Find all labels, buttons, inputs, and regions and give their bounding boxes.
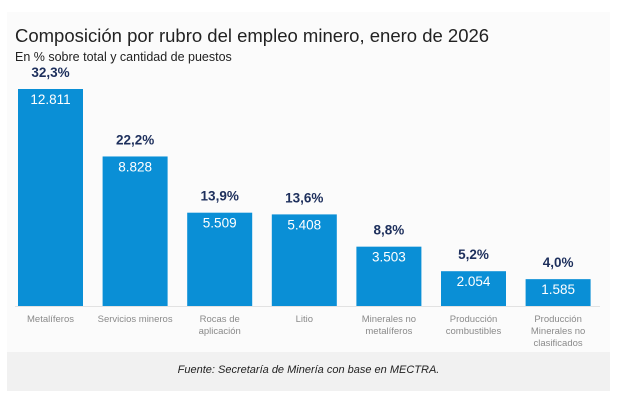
- x-tick-label: Rocas de aplicación: [199, 314, 241, 337]
- bar: [187, 212, 253, 306]
- bar-percent-label: 13,6%: [285, 190, 323, 205]
- bar-percent-label: 13,9%: [201, 189, 239, 204]
- x-tick-label: Producción combustibles: [446, 314, 502, 337]
- bar-value-label: 5.408: [287, 217, 321, 232]
- x-tick-label: Minerales no metalíferos: [362, 314, 416, 337]
- x-tick-label: Litio: [296, 314, 313, 325]
- bar-value-label: 12.811: [30, 92, 70, 107]
- bar-value-label: 8.828: [118, 159, 152, 174]
- source-footer: Fuente: Secretaría de Minería con base e…: [7, 352, 610, 391]
- bar-percent-label: 5,2%: [458, 247, 489, 262]
- bar-percent-label: 4,0%: [543, 255, 574, 270]
- bar: [271, 214, 337, 306]
- bar-percent-label: 8,8%: [374, 223, 405, 238]
- bar-value-label: 2.054: [457, 274, 491, 289]
- bar: [102, 156, 168, 306]
- bar-value-label: 3.503: [372, 250, 406, 265]
- bar: [18, 89, 83, 306]
- bar-percent-label: 32,3%: [31, 65, 69, 80]
- chart-subtitle: En % sobre total y cantidad de puestos: [15, 50, 232, 64]
- source-text: Fuente: Secretaría de Minería con base e…: [177, 364, 440, 376]
- chart-title: Composición por rubro del empleo minero,…: [15, 25, 490, 46]
- bar-percent-label: 22,2%: [116, 132, 154, 147]
- bar-value-label: 5.509: [203, 216, 237, 231]
- x-tick-label: Servicios mineros: [98, 314, 173, 325]
- x-tick-label: Metalíferos: [27, 314, 74, 325]
- bar: [441, 271, 506, 306]
- bar: [356, 246, 422, 306]
- bar: [525, 279, 591, 306]
- x-tick-label: Producción Minerales no clasificados: [531, 314, 585, 349]
- bar-value-label: 1.585: [541, 282, 575, 297]
